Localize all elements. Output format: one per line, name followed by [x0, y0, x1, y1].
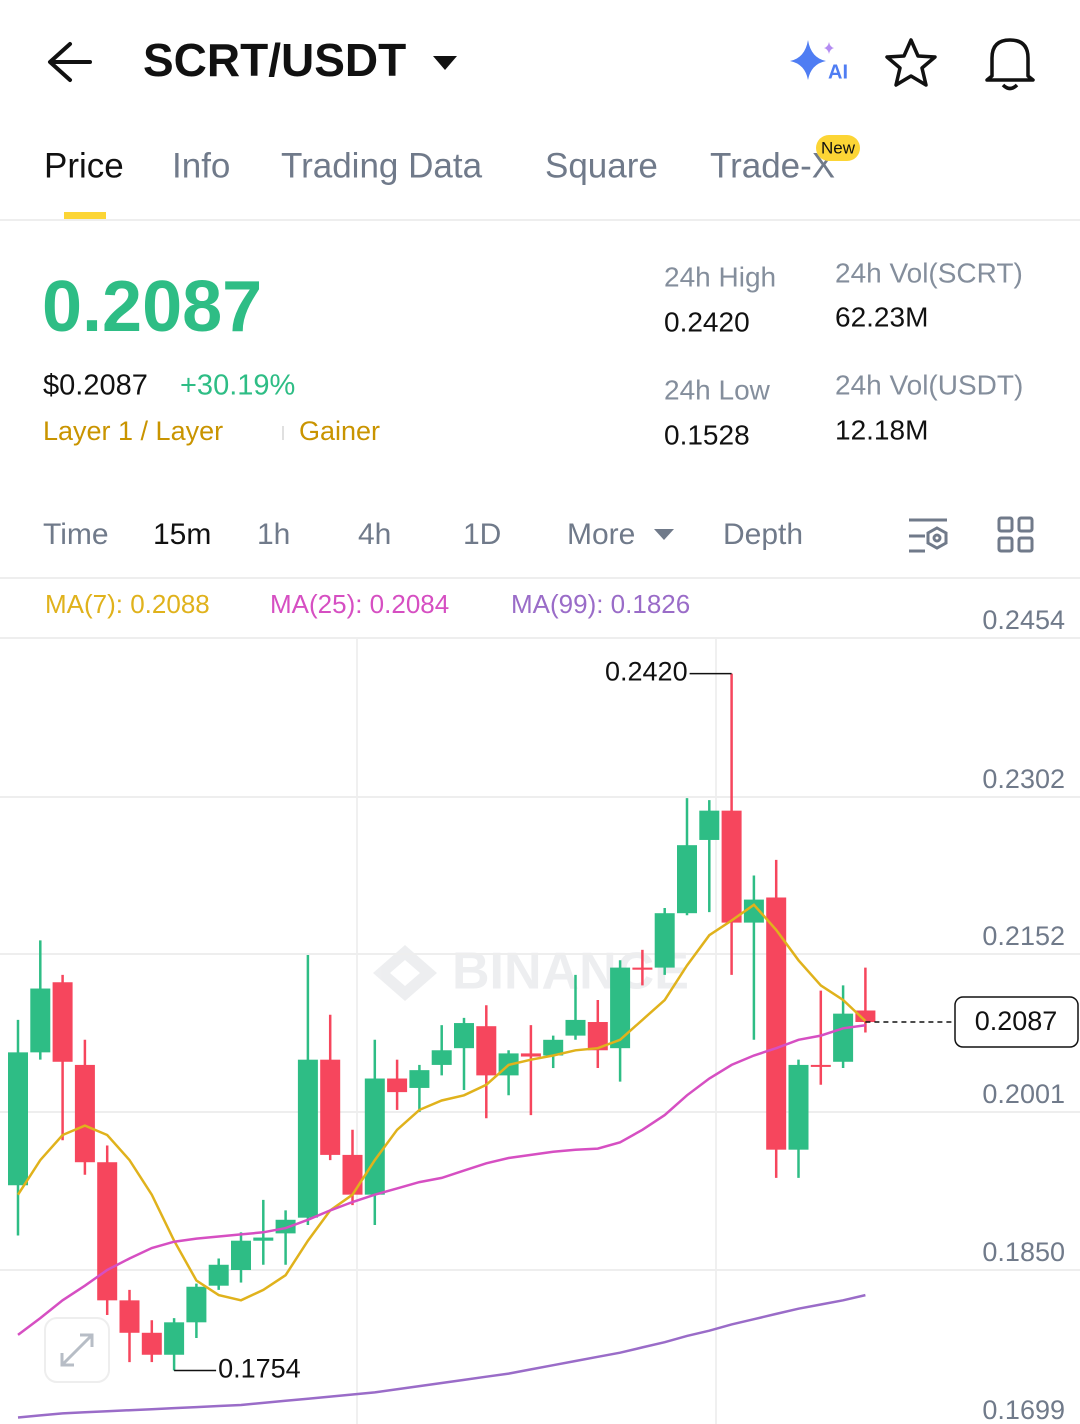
- timeframe[interactable]: Depth: [723, 518, 803, 551]
- new-badge-text: New: [821, 138, 856, 157]
- candle-body: [543, 1039, 564, 1056]
- candle-body: [766, 897, 787, 1150]
- candle-body: [610, 967, 631, 1049]
- candle-body: [8, 1052, 28, 1186]
- candle-body: [320, 1059, 341, 1155]
- timeframe[interactable]: 1D: [463, 518, 501, 551]
- timeframe[interactable]: Time: [43, 518, 109, 551]
- candle-body: [342, 1154, 363, 1195]
- candle-body: [297, 1059, 318, 1218]
- ma-legend: MA(99): 0.1826: [511, 589, 690, 619]
- candle-body: [208, 1264, 229, 1286]
- pair-dropdown[interactable]: [433, 56, 457, 70]
- watermark: BINANCE: [373, 943, 689, 1001]
- usd-price: $0.2087: [43, 370, 148, 402]
- y-tick-label: 0.1699: [982, 1395, 1065, 1424]
- candle-body: [699, 810, 720, 840]
- candle-body: [654, 913, 675, 968]
- high-label: 0.2420: [605, 657, 688, 687]
- ma-legend: MA(25): 0.2084: [270, 589, 449, 619]
- stat-value: 0.1528: [664, 419, 750, 450]
- last-price: 0.2087: [42, 267, 262, 347]
- candle-body: [141, 1332, 162, 1355]
- svg-text:AI: AI: [828, 61, 848, 83]
- ma-legend: MA(7): 0.2088: [45, 589, 210, 619]
- stat-label: 24h Low: [664, 374, 771, 405]
- tab[interactable]: Trade-X: [710, 146, 835, 185]
- stat-value: 0.2420: [664, 306, 750, 337]
- expand-button[interactable]: [44, 1317, 110, 1383]
- candle-body: [231, 1240, 251, 1270]
- timeframe[interactable]: More: [567, 518, 635, 551]
- ma-line: [16, 903, 867, 1302]
- notification-button[interactable]: [985, 38, 1035, 91]
- stat-label: 24h Vol(SCRT): [835, 257, 1023, 288]
- tab[interactable]: Trading Data: [281, 146, 483, 185]
- more-dropdown[interactable]: [654, 529, 674, 540]
- candle-body: [677, 845, 697, 914]
- y-tick-label: 0.2001: [982, 1079, 1065, 1109]
- layout-button[interactable]: [997, 516, 1034, 553]
- candle-body: [409, 1070, 430, 1088]
- new-badge: [816, 135, 860, 161]
- y-tick-label: 0.2302: [982, 764, 1065, 794]
- candle-body: [565, 1019, 586, 1036]
- candle-body: [788, 1064, 809, 1150]
- candle-body: [721, 810, 742, 923]
- candle-body: [743, 899, 764, 923]
- price-change: +30.19%: [180, 370, 295, 402]
- candle-body: [164, 1322, 185, 1355]
- stat-label: 24h Vol(USDT): [835, 369, 1023, 400]
- category-tag[interactable]: Layer 1 / Layer: [43, 416, 223, 446]
- svg-text:BINANCE: BINANCE: [452, 943, 689, 1001]
- ma-line: [17, 1023, 866, 1336]
- pair-title[interactable]: SCRT/USDT: [143, 34, 406, 86]
- candle-body: [52, 982, 73, 1062]
- candle-body: [520, 1053, 541, 1057]
- stat-value: 62.23M: [835, 301, 928, 332]
- y-tick-label: 0.2454: [982, 605, 1065, 635]
- timeframe[interactable]: 15m: [153, 518, 211, 551]
- stat-value: 12.18M: [835, 414, 928, 445]
- ai-button[interactable]: AI: [790, 40, 848, 83]
- y-tick-label: 0.2152: [982, 921, 1065, 951]
- candle-body: [364, 1078, 385, 1195]
- candle-body: [253, 1237, 274, 1241]
- chart-settings-button[interactable]: [909, 518, 948, 553]
- tab[interactable]: Info: [172, 146, 230, 185]
- candle-body: [119, 1300, 140, 1333]
- candle-body: [186, 1286, 207, 1323]
- candle-body: [810, 1064, 831, 1067]
- tab[interactable]: Price: [44, 146, 124, 185]
- candle-body: [454, 1023, 474, 1049]
- y-tick-label: 0.1850: [982, 1237, 1065, 1267]
- candle-body: [587, 1022, 608, 1051]
- candle-body: [431, 1050, 452, 1065]
- stat-label: 24h High: [664, 261, 776, 292]
- candle-body: [97, 1162, 118, 1301]
- candle-body: [30, 988, 51, 1053]
- timeframe[interactable]: 4h: [358, 518, 391, 551]
- candle-body: [74, 1064, 95, 1163]
- candle-body: [476, 1026, 497, 1076]
- category-tag[interactable]: Gainer: [299, 416, 380, 446]
- last-price-box: [954, 996, 1079, 1048]
- back-button[interactable]: [48, 42, 92, 82]
- low-label: 0.1754: [218, 1354, 301, 1384]
- tab-indicator: [64, 212, 106, 219]
- last-price-label: 0.2087: [975, 1006, 1058, 1036]
- ma-line: [17, 1293, 866, 1419]
- tab[interactable]: Square: [545, 146, 658, 185]
- candle-body: [855, 1010, 876, 1023]
- favorite-button[interactable]: [885, 38, 937, 87]
- candle-body: [833, 1013, 854, 1062]
- candle-body: [387, 1078, 408, 1093]
- candle-body: [632, 967, 653, 970]
- timeframe[interactable]: 1h: [257, 518, 290, 551]
